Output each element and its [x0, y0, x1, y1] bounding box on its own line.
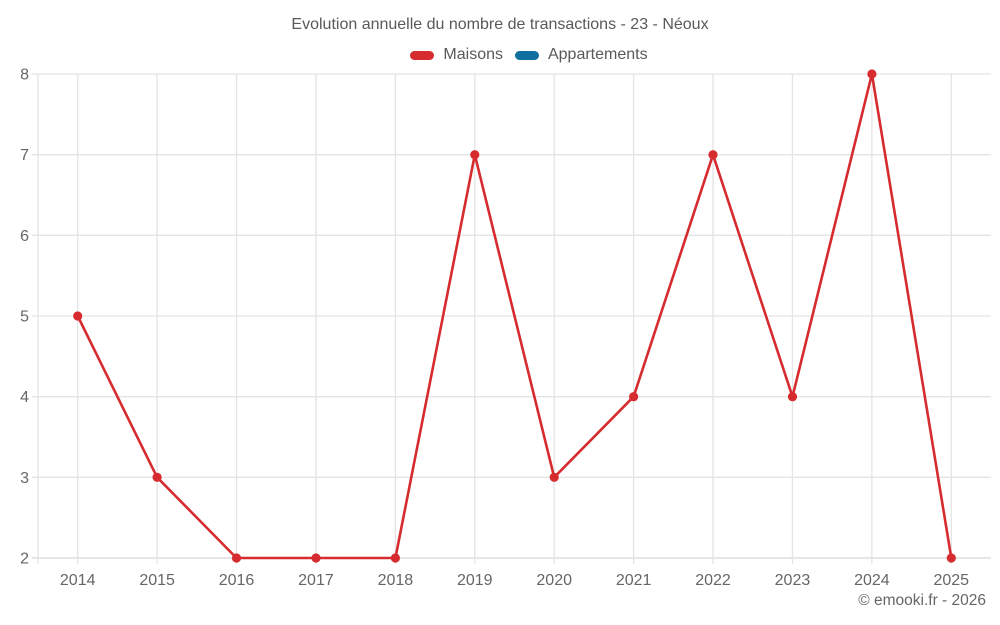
x-tick-label: 2021 [616, 572, 652, 589]
legend-swatch-maisons [410, 50, 435, 60]
y-tick-label: 3 [20, 470, 29, 487]
x-tick-label: 2017 [298, 572, 334, 589]
chart-title: Evolution annuelle du nombre de transact… [291, 16, 709, 33]
x-tick-label: 2019 [457, 572, 493, 589]
data-point[interactable] [73, 311, 83, 321]
data-point[interactable] [946, 553, 956, 563]
data-point[interactable] [152, 472, 162, 482]
data-point[interactable] [708, 150, 718, 160]
legend-swatch-appartements [514, 50, 539, 60]
x-tick-label: 2014 [60, 572, 96, 589]
y-tick-label: 4 [20, 389, 29, 406]
x-tick-label: 2016 [219, 572, 255, 589]
series-line [76, 72, 953, 560]
y-tick-label: 8 [20, 67, 29, 84]
data-point[interactable] [311, 553, 321, 563]
data-point[interactable] [470, 150, 480, 160]
copyright-watermark: © emooki.fr - 2026 [858, 592, 986, 609]
y-tick-label: 5 [20, 309, 29, 326]
legend-label: Appartements [547, 46, 648, 63]
chart-legend: Maisons Appartements [29, 46, 1000, 64]
x-tick-label: 2020 [536, 572, 572, 589]
x-tick-label: 2024 [854, 572, 890, 589]
x-tick-label: 2025 [933, 572, 969, 589]
data-point[interactable] [231, 553, 242, 563]
axis-labels: 2 3 4 5 6 7 8 2014 2015 2016 2017 2018 2019 2020 2021 2… [20, 67, 969, 590]
y-tick-label: 2 [20, 551, 29, 568]
series-maisons[interactable] [73, 69, 956, 563]
data-point[interactable] [549, 472, 559, 482]
x-tick-label: 2018 [378, 572, 414, 589]
data-point[interactable] [629, 392, 639, 402]
legend-item-maisons[interactable]: Maisons [410, 46, 503, 64]
x-tick-label: 2022 [695, 572, 731, 589]
y-tick-label: 6 [20, 228, 29, 245]
y-tick-label: 7 [20, 147, 29, 164]
data-point[interactable] [787, 392, 798, 402]
gridlines [32, 73, 991, 564]
legend-label: Maisons [443, 46, 503, 63]
x-tick-label: 2015 [139, 572, 175, 589]
legend-item-appartements[interactable]: Appartements [514, 46, 648, 64]
data-point[interactable] [390, 553, 400, 563]
x-tick-label: 2023 [775, 572, 811, 589]
data-point[interactable] [867, 69, 877, 79]
